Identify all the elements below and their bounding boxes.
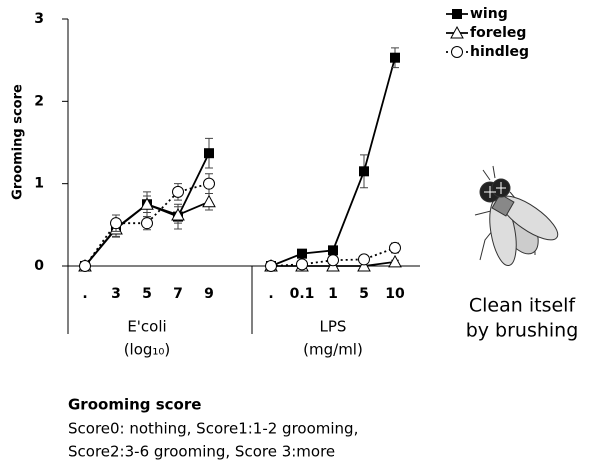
x-tick-label: 5 [142,286,152,302]
page: Grooming score Clean itself by brushing … [0,0,595,472]
chart: Grooming score Clean itself by brushing … [0,0,595,472]
marker [297,259,308,270]
series-line [85,58,395,266]
annotation: Clean itself [469,295,577,317]
x-tick-label: 3 [111,286,121,302]
marker [328,245,338,255]
marker [80,261,91,272]
marker [389,256,401,267]
x-tick-label: 9 [204,286,214,302]
y-tick-label: 0 [34,258,44,274]
marker [390,242,401,253]
x-tick-label: 7 [173,286,183,302]
marker [390,53,400,63]
marker [266,261,277,272]
marker [359,166,369,176]
group-label: LPS [320,318,347,336]
group-label: E'coli [127,318,166,336]
caption-line: Score2:3-6 grooming, Score 3:more [68,443,335,461]
marker [173,186,184,197]
y-axis-label: Grooming score [11,84,26,200]
y-tick-label: 1 [34,176,44,192]
marker [111,218,122,229]
x-tick-label: 1 [328,286,338,302]
annotation: by brushing [466,320,579,342]
y-tick-label: 3 [34,11,44,27]
legend-marker [452,9,462,19]
group-unit: (log₁₀) [124,341,171,359]
marker [204,148,214,158]
marker [203,196,215,207]
marker [204,178,215,189]
group-unit: (mg/ml) [303,341,363,359]
x-tick-label: 5 [359,286,369,302]
x-tick-label: 0.1 [290,286,315,302]
legend-label: wing [470,6,508,22]
series-line [85,184,395,266]
marker [142,218,153,229]
fly-illustration [475,166,564,268]
marker [359,254,370,265]
legend-marker [452,47,463,58]
caption-line: Score0: nothing, Score1:1-2 grooming, [68,420,358,438]
marker [328,255,339,266]
caption-title: Grooming score [68,396,201,414]
legend-label: hindleg [470,44,529,60]
x-tick-label: 10 [385,286,405,302]
legend-label: foreleg [470,25,526,41]
legend: wing foreleg hindleg [446,6,529,60]
y-tick-label: 2 [34,93,44,109]
marker [297,249,307,259]
x-tick-label: . [82,286,87,302]
x-tick-label: . [268,286,273,302]
